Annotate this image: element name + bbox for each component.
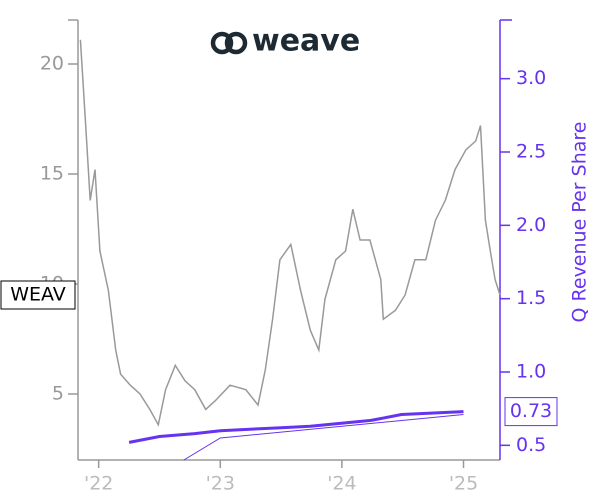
last-value-label: 0.73 <box>510 400 552 422</box>
y-tick-label: 20 <box>40 53 64 75</box>
series-line <box>79 39 501 427</box>
logo <box>210 31 248 55</box>
y2-tick-label: 1.5 <box>516 287 546 309</box>
y2-tick-label: 1.0 <box>516 361 546 383</box>
last-value-box <box>504 397 558 427</box>
ticker-box <box>0 280 76 310</box>
x-tick-label: '24 <box>327 473 356 495</box>
y2-axis-label: Q Revenue Per Share <box>569 122 591 323</box>
series-line <box>128 410 464 444</box>
y2-tick-label: 3.0 <box>516 67 546 89</box>
x-tick-label: '23 <box>206 473 235 495</box>
y2-tick-label: 2.5 <box>516 141 546 163</box>
series-line <box>183 414 464 461</box>
chart-title: weave <box>252 24 360 59</box>
y-tick-label: 15 <box>40 163 64 185</box>
x-tick-label: '22 <box>84 473 113 495</box>
y-tick-label: 5 <box>52 383 64 405</box>
ticker-label: WEAV <box>10 284 66 306</box>
x-tick-label: '25 <box>449 473 478 495</box>
y2-tick-label: 2.0 <box>516 214 546 236</box>
y2-tick-label: 0.5 <box>516 434 546 456</box>
